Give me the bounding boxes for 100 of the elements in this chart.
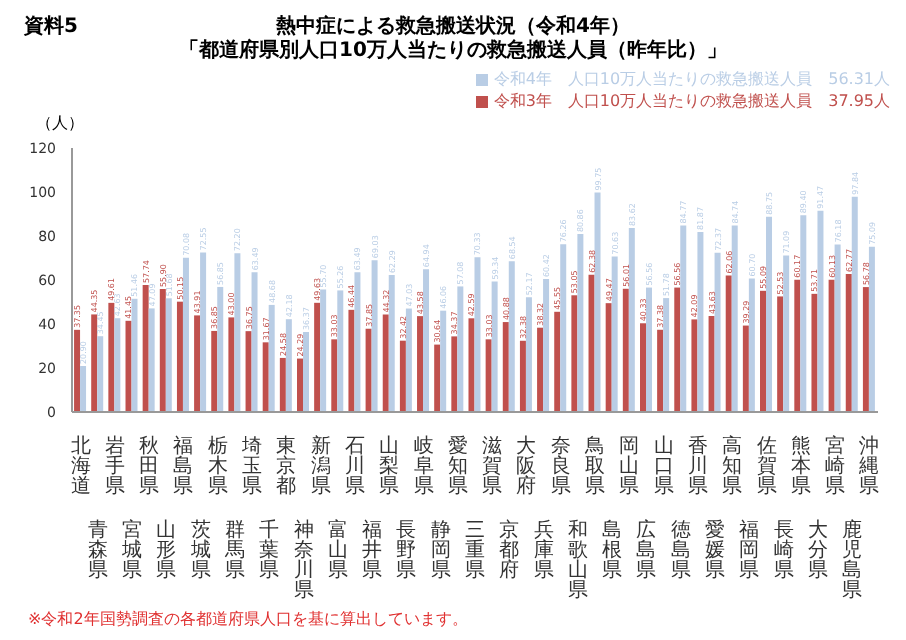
x-tick-label: 京都府	[499, 518, 520, 582]
x-tick-label: 大阪府	[516, 434, 537, 498]
bar	[760, 290, 767, 412]
x-tick-label: 千葉県	[259, 518, 280, 582]
bar	[537, 327, 544, 412]
x-tick-label: 佐賀県	[756, 436, 777, 498]
bar	[262, 342, 269, 412]
bar	[320, 289, 327, 412]
y-axis-title: （人）	[34, 112, 86, 132]
bar	[508, 261, 515, 412]
x-tick-label: 福島県	[173, 434, 194, 498]
legend-label: 令和4年 人口10万人当たりの救急搬送人員 56.31人	[493, 68, 890, 90]
bar	[228, 317, 235, 412]
text: 資料5	[24, 16, 78, 40]
bar	[451, 336, 458, 412]
bar	[251, 272, 258, 412]
bar	[468, 318, 475, 412]
bar	[628, 228, 635, 412]
x-tick-label: 山口県	[653, 434, 674, 498]
x-tick-label: 愛知県	[447, 434, 468, 498]
bar	[554, 311, 561, 412]
bar	[331, 339, 338, 412]
bar	[125, 320, 132, 412]
x-tick-label: 高知県	[722, 434, 743, 498]
bar	[794, 279, 801, 412]
bar	[194, 315, 201, 412]
x-tick-label: 熊本県	[790, 434, 811, 498]
x-tick-label: 秋田県	[139, 434, 160, 498]
bar	[588, 274, 595, 412]
x-tick-label: 神奈川県	[293, 518, 314, 602]
bar	[783, 255, 790, 412]
bar	[543, 279, 550, 412]
bar	[611, 256, 618, 412]
bar	[142, 284, 149, 412]
bar	[217, 286, 224, 412]
x-tick-label: 大分県	[807, 518, 828, 582]
x-tick-label: 岐阜県	[413, 434, 434, 498]
x-tick-label: 青森県	[87, 518, 108, 582]
x-tick-label: 埼玉県	[240, 434, 263, 498]
x-tick-label: 北海道	[70, 434, 91, 498]
bar	[577, 234, 584, 412]
bar	[80, 366, 87, 412]
bar	[834, 244, 841, 412]
bar	[108, 302, 115, 412]
bar	[314, 302, 321, 412]
legend-label: 令和3年 人口10万人当たりの救急搬送人員 37.95人	[493, 90, 890, 112]
bar	[714, 252, 721, 412]
bar	[405, 308, 412, 412]
bar	[742, 325, 749, 412]
x-tick-label: 三重県	[465, 520, 485, 582]
bar	[674, 287, 681, 412]
bar	[382, 314, 389, 412]
x-tick-label: 鳥取県	[583, 434, 606, 498]
bar	[97, 336, 104, 412]
bar	[851, 196, 858, 412]
bar	[862, 287, 869, 412]
bar	[302, 331, 309, 412]
bar	[131, 298, 138, 412]
bar	[423, 269, 430, 412]
bar	[766, 216, 773, 412]
bar	[388, 274, 395, 412]
bar	[211, 330, 218, 412]
bar	[525, 297, 532, 412]
x-tick-label: 富山県	[327, 518, 348, 582]
x-tick-label: 長崎県	[773, 520, 794, 582]
x-tick-label: 福井県	[362, 518, 383, 582]
bar	[296, 358, 303, 412]
x-tick-label: 新潟県	[310, 434, 331, 498]
bar	[560, 244, 567, 412]
bar	[519, 340, 526, 412]
bar	[828, 279, 835, 412]
bar	[200, 252, 207, 412]
x-tick-label: 岩手県	[104, 434, 125, 498]
bar	[91, 314, 98, 412]
bar	[440, 310, 447, 412]
bar	[622, 288, 629, 412]
x-tick-label: 滋賀県	[482, 434, 503, 498]
bar	[457, 286, 464, 412]
bar	[777, 296, 784, 412]
bar	[645, 287, 652, 412]
bar	[868, 246, 875, 412]
bar	[176, 301, 183, 412]
bar	[725, 275, 732, 412]
x-tick-label: 山梨県	[379, 434, 400, 498]
x-tick-label: 徳島県	[670, 520, 691, 582]
bar	[245, 331, 252, 412]
x-tick-label: 山形県	[156, 518, 177, 582]
bar	[114, 318, 121, 412]
x-tick-label: 広島県	[636, 518, 657, 582]
bar	[800, 215, 807, 412]
bar	[148, 308, 155, 412]
chart-subtitle: 「都道府県別人口10万人当たりの救急搬送人員（昨年比）」	[177, 40, 729, 64]
bar	[697, 231, 704, 412]
x-tick-label: 長野県	[396, 520, 417, 582]
bar	[182, 257, 189, 412]
x-tick-label: 宮崎県	[825, 434, 846, 498]
x-tick-label: 栃木県	[207, 434, 228, 498]
bar	[845, 273, 852, 412]
bar	[708, 316, 715, 412]
bar	[348, 309, 355, 412]
